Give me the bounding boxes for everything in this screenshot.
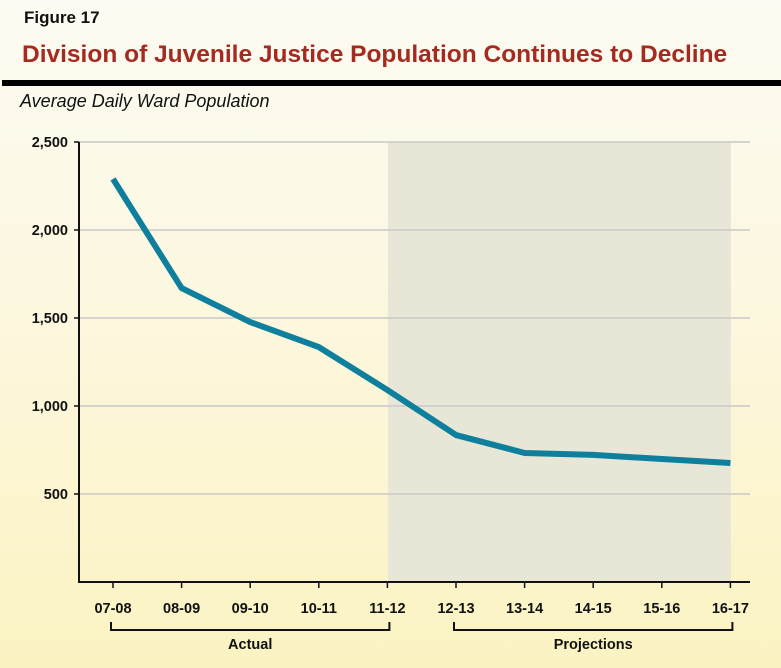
x-tick-label: 14-15 <box>575 601 612 617</box>
x-tick-label: 15-16 <box>643 601 680 617</box>
group-label: Actual <box>228 637 272 653</box>
group-bracket <box>453 622 734 631</box>
chart-subtitle: Average Daily Ward Population <box>20 91 270 111</box>
y-tick-label: 2,500 <box>32 135 68 151</box>
y-tick-label: 1,500 <box>32 311 68 327</box>
x-tick-label: 08-09 <box>163 601 200 617</box>
series-line <box>110 177 731 467</box>
x-tick-label: 10-11 <box>301 601 337 617</box>
x-tick-label: 11-12 <box>369 601 405 617</box>
x-tick-label: 12-13 <box>437 601 474 617</box>
title-rule <box>2 80 781 86</box>
projection-shade <box>387 142 731 582</box>
y-tick-label: 2,000 <box>32 223 68 239</box>
y-tick-label: 500 <box>44 487 68 503</box>
group-label: Projections <box>554 637 633 653</box>
y-tick-label: 1,000 <box>32 399 68 415</box>
x-tick-label: 16-17 <box>712 601 749 617</box>
x-tick-label: 07-08 <box>94 601 131 617</box>
group-bracket <box>110 622 391 631</box>
figure-label: Figure 17 <box>24 8 100 27</box>
chart-title: Division of Juvenile Justice Population … <box>22 41 728 68</box>
x-tick-label: 09-10 <box>232 601 269 617</box>
x-tick-label: 13-14 <box>506 601 543 617</box>
